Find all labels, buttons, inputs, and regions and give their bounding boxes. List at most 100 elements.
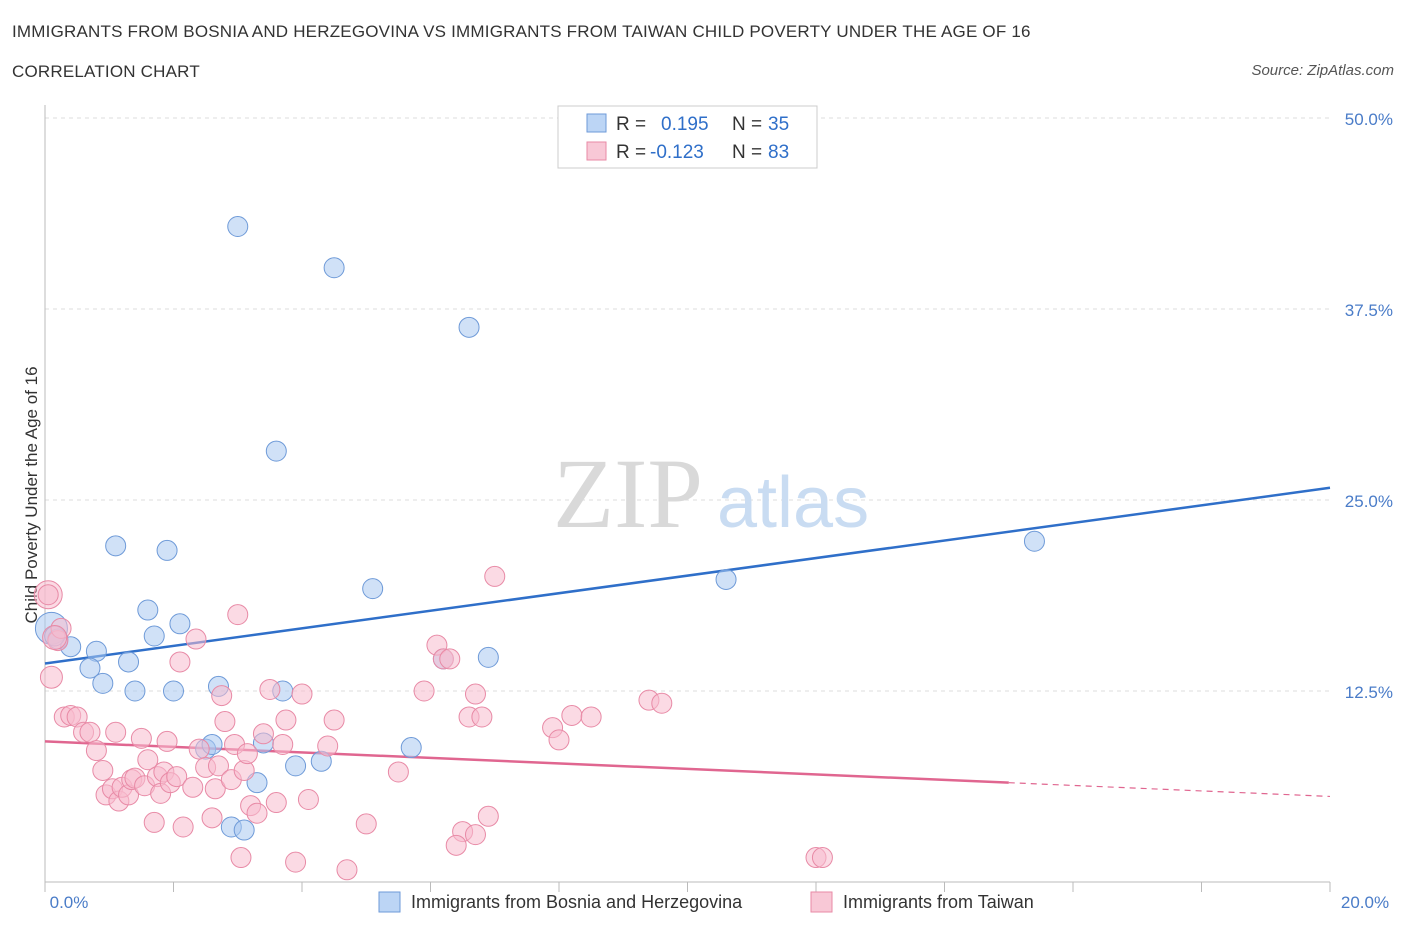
y-tick-label-0: 12.5% bbox=[1345, 683, 1393, 702]
point-series0-19 bbox=[233, 819, 255, 841]
point-series0-13 bbox=[169, 613, 191, 635]
point-series0-5 bbox=[92, 672, 114, 694]
point-series1-38 bbox=[211, 685, 233, 707]
point-series0-4 bbox=[79, 657, 101, 679]
point-series1-52 bbox=[275, 709, 297, 731]
point-series1-35 bbox=[201, 807, 223, 829]
point-series0-33 bbox=[1023, 530, 1045, 552]
point-series1-21 bbox=[137, 749, 159, 771]
point-series1-68 bbox=[471, 706, 493, 728]
point-series1-60 bbox=[387, 761, 409, 783]
point-series0-8 bbox=[124, 680, 146, 702]
y-tick-label-3: 50.0% bbox=[1345, 110, 1393, 129]
stats-legend: R = 0.195 N = 35 R = -0.123 N = 83 bbox=[557, 105, 818, 169]
point-series1-76 bbox=[580, 706, 602, 728]
point-series1-54 bbox=[291, 683, 313, 705]
point-series0-9 bbox=[137, 599, 159, 621]
point-series1-82 bbox=[37, 584, 59, 606]
axes bbox=[44, 105, 1331, 892]
point-series1-48 bbox=[252, 723, 274, 745]
point-series1-31 bbox=[182, 776, 204, 798]
y-tick-label-1: 25.0% bbox=[1345, 492, 1393, 511]
point-series1-39 bbox=[214, 711, 236, 733]
point-series1-81 bbox=[42, 625, 68, 651]
legend-swatch-taiwan bbox=[586, 141, 607, 161]
point-series1-9 bbox=[85, 740, 107, 762]
point-series0-12 bbox=[163, 680, 184, 702]
point-series1-1 bbox=[39, 665, 63, 689]
point-series1-59 bbox=[355, 813, 377, 835]
point-series0-26 bbox=[323, 257, 345, 279]
point-series1-42 bbox=[227, 604, 249, 626]
data-points bbox=[33, 215, 1045, 881]
watermark: ZIP atlas bbox=[553, 438, 869, 549]
point-series1-45 bbox=[236, 743, 258, 765]
legend-r-value-taiwan: -0.123 bbox=[650, 142, 704, 163]
point-series0-27 bbox=[362, 578, 384, 600]
point-series0-22 bbox=[265, 440, 287, 462]
point-series1-30 bbox=[172, 816, 194, 838]
point-series1-43 bbox=[230, 847, 252, 869]
point-series1-53 bbox=[285, 851, 307, 873]
point-series1-75 bbox=[561, 704, 583, 726]
source-credit: Source: ZipAtlas.com bbox=[1251, 62, 1394, 79]
point-series1-50 bbox=[265, 792, 287, 814]
legend-r-label-bosnia: R = bbox=[616, 114, 646, 135]
point-series1-19 bbox=[130, 727, 152, 749]
point-series1-57 bbox=[323, 709, 345, 731]
point-series1-58 bbox=[336, 859, 358, 881]
point-series1-13 bbox=[105, 721, 127, 743]
point-series1-55 bbox=[297, 788, 319, 810]
point-series1-49 bbox=[259, 678, 281, 700]
point-series1-36 bbox=[204, 778, 226, 800]
point-series1-33 bbox=[188, 738, 210, 760]
x-tick-label-1: 20.0% bbox=[1341, 893, 1389, 912]
y-tick-label-2: 37.5% bbox=[1345, 301, 1393, 320]
watermark-atlas: atlas bbox=[717, 463, 869, 543]
point-series0-7 bbox=[118, 651, 140, 673]
point-series0-30 bbox=[458, 316, 480, 338]
point-series1-70 bbox=[484, 565, 506, 587]
series-legend-swatch-bosnia bbox=[378, 891, 401, 913]
series-legend-swatch-taiwan bbox=[810, 891, 833, 913]
point-series1-71 bbox=[445, 834, 467, 856]
point-series1-28 bbox=[166, 766, 188, 788]
series-legend-label-bosnia: Immigrants from Bosnia and Herzegovina bbox=[411, 892, 743, 912]
point-series0-32 bbox=[715, 568, 737, 590]
point-series0-6 bbox=[105, 535, 127, 557]
point-series0-24 bbox=[285, 755, 307, 777]
tick-labels: 12.5% 25.0% 37.5% 50.0% 0.0% 20.0% bbox=[50, 110, 1393, 912]
point-series1-8 bbox=[79, 721, 101, 743]
point-series1-78 bbox=[651, 692, 673, 714]
point-series1-51 bbox=[272, 733, 294, 755]
point-series1-69 bbox=[477, 805, 499, 827]
legend-n-label-bosnia: N = bbox=[732, 114, 762, 135]
legend-n-value-taiwan: 83 bbox=[768, 142, 789, 163]
point-series1-26 bbox=[156, 730, 178, 752]
legend-n-value-bosnia: 35 bbox=[768, 114, 789, 135]
point-series1-74 bbox=[548, 729, 570, 751]
legend-r-value-bosnia: 0.195 bbox=[661, 114, 709, 135]
point-series1-67 bbox=[464, 683, 486, 705]
point-series1-22 bbox=[143, 811, 165, 833]
watermark-zip: ZIP bbox=[553, 438, 703, 549]
point-series0-28 bbox=[400, 737, 422, 759]
point-series0-10 bbox=[143, 625, 165, 647]
trend-line-dashed-series1 bbox=[1008, 782, 1331, 798]
point-series1-10 bbox=[92, 759, 114, 781]
point-series0-20 bbox=[246, 772, 268, 794]
series-legend: Immigrants from Bosnia and Herzegovina I… bbox=[378, 891, 1034, 913]
point-series1-32 bbox=[185, 628, 207, 650]
point-series1-37 bbox=[207, 755, 229, 777]
point-series0-18 bbox=[227, 215, 249, 237]
point-series1-64 bbox=[439, 648, 461, 670]
point-series1-56 bbox=[317, 735, 339, 757]
trend-line-series0 bbox=[44, 486, 1331, 665]
chart-subtitle: CORRELATION CHART bbox=[12, 62, 200, 81]
point-series0-31 bbox=[477, 646, 499, 668]
point-series0-11 bbox=[156, 539, 178, 561]
legend-r-label-taiwan: R = bbox=[616, 142, 646, 163]
series-legend-label-taiwan: Immigrants from Taiwan bbox=[843, 892, 1034, 912]
point-series1-80 bbox=[811, 847, 833, 869]
